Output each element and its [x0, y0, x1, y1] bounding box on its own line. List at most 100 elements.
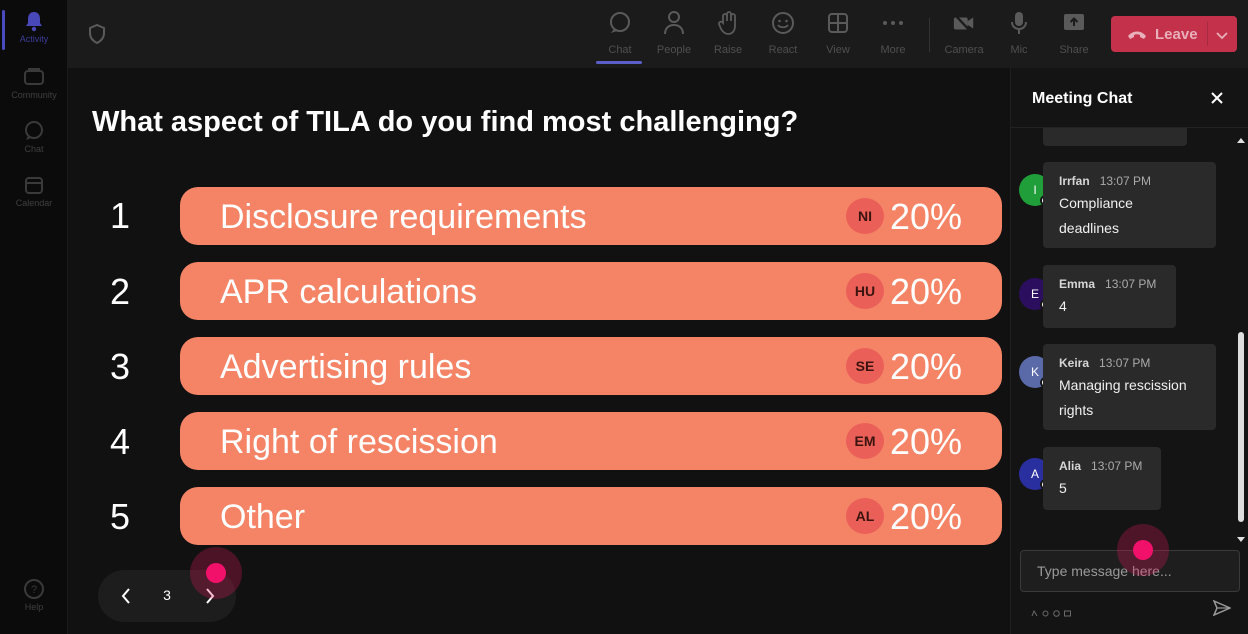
rail-item-activity[interactable]: Activity [0, 4, 68, 56]
pointer-indicator [1117, 524, 1169, 576]
scrollbar-thumb[interactable] [1238, 332, 1244, 522]
gif-icon[interactable] [1064, 604, 1071, 617]
option-label: Disclosure requirements [220, 198, 587, 236]
send-icon[interactable] [1212, 599, 1232, 617]
avatar: AL [846, 498, 884, 534]
react-icon [771, 10, 795, 36]
svg-text:?: ? [31, 584, 37, 596]
option-number: 2 [109, 271, 131, 312]
poll-option-2[interactable]: APR calculations HU 20% [180, 262, 1002, 320]
message-text: Compliance [1059, 195, 1133, 211]
message-author: Alia [1059, 459, 1082, 473]
toolbar-camera-button[interactable]: Camera [938, 10, 990, 62]
avatar-initial: A [1030, 467, 1039, 481]
message-text: 5 [1059, 480, 1067, 496]
message-time: 13:07 PM [1105, 277, 1157, 291]
poll-option-1[interactable]: Disclosure requirements NI 20% [180, 187, 1002, 245]
mic-icon [1007, 10, 1031, 36]
chevron-down-icon[interactable] [1215, 28, 1229, 40]
toolbar-label: People [656, 44, 692, 56]
toolbar-label: Chat [608, 44, 632, 56]
poll-option-3[interactable]: Advertising rules SE 20% [180, 337, 1002, 395]
page-number: 3 [163, 587, 171, 603]
rail-item-chat[interactable]: Chat [0, 114, 68, 166]
avatar: NI [846, 198, 884, 234]
rail-label: Activity [19, 34, 49, 44]
option-label: Right of rescission [220, 423, 498, 461]
message-time: 13:07 PM [1091, 459, 1143, 473]
chat-scrollbar[interactable] [1235, 128, 1247, 542]
view-icon [826, 10, 850, 36]
message-time: 13:07 PM [1099, 174, 1152, 188]
message-author: Keira [1059, 356, 1090, 370]
rail-label: Community [11, 90, 57, 100]
message-input[interactable] [1020, 550, 1240, 592]
rail-item-help[interactable]: ? Help [0, 572, 68, 624]
close-icon[interactable] [1209, 90, 1225, 106]
toolbar-chat-button[interactable]: Chat [594, 10, 646, 64]
toolbar-separator [929, 18, 930, 52]
pointer-indicator [190, 547, 242, 599]
option-percent: 20% [890, 196, 963, 237]
format-icon[interactable] [1031, 604, 1038, 617]
option-percent: 20% [890, 346, 963, 387]
chat-message: Emma 13:07 PM 4 [1043, 265, 1176, 328]
compose-toolbar [1031, 604, 1071, 617]
option-number: 3 [109, 346, 131, 387]
avatar-initial: E [1030, 287, 1039, 301]
toolbar-label: View [826, 44, 850, 56]
message-text: 4 [1059, 298, 1067, 314]
option-percent: 20% [890, 496, 963, 537]
avatar: EM [846, 423, 884, 459]
poll-question: What aspect of TILA do you find most cha… [92, 106, 799, 138]
toolbar-more-button[interactable]: More [867, 10, 919, 62]
calendar-icon [23, 174, 45, 196]
toolbar-people-button[interactable]: People [648, 10, 700, 62]
message-text: Managing rescission [1059, 377, 1187, 393]
presentation-stage: What aspect of TILA do you find most cha… [68, 68, 1010, 634]
leave-button[interactable]: Leave [1111, 16, 1237, 52]
community-icon [23, 66, 45, 88]
toolbar-label: More [880, 44, 906, 56]
more-icon [881, 10, 905, 36]
chat-title: Meeting Chat [1032, 90, 1133, 107]
toolbar-label: Mic [1010, 44, 1028, 56]
chat-message-partial [1043, 128, 1187, 146]
chevron-right-icon[interactable] [200, 586, 220, 606]
bell-icon [23, 10, 45, 32]
message-text: rights [1059, 402, 1094, 418]
leave-label: Leave [1155, 25, 1198, 43]
attach-icon[interactable] [1042, 604, 1049, 617]
help-icon: ? [23, 578, 45, 600]
rail-label: Calendar [15, 198, 53, 208]
chat-message: Alia 13:07 PM 5 [1043, 447, 1161, 510]
meeting-chat-panel: Meeting Chat I Irrfan 13:07 PM Compliance… [1010, 68, 1248, 634]
option-number: 1 [109, 195, 131, 236]
share-icon [1062, 10, 1086, 36]
shield-icon [88, 23, 106, 45]
message-author: Emma [1059, 277, 1096, 291]
toolbar-view-button[interactable]: View [812, 10, 864, 62]
chevron-left-icon[interactable] [116, 586, 136, 606]
toolbar-share-button[interactable]: Share [1048, 10, 1100, 62]
scroll-down-icon[interactable] [1237, 530, 1245, 542]
rail-item-calendar[interactable]: Calendar [0, 168, 68, 220]
scroll-up-icon[interactable] [1237, 132, 1245, 143]
people-icon [662, 10, 686, 36]
option-percent: 20% [890, 271, 963, 312]
poll-option-4[interactable]: Right of rescission EM 20% [180, 412, 1002, 470]
leave-divider [1207, 22, 1208, 46]
toolbar-label: Raise [713, 44, 743, 56]
poll-option-5[interactable]: Other AL 20% [180, 487, 1002, 545]
rail-item-community[interactable]: Community [0, 60, 68, 112]
toolbar-react-button[interactable]: React [757, 10, 809, 62]
option-number: 4 [109, 421, 131, 462]
app-rail: Activity Community Chat Calendar ? Help [0, 0, 68, 634]
toolbar-mic-button[interactable]: Mic [993, 10, 1045, 62]
option-label: Advertising rules [220, 348, 472, 386]
option-percent: 20% [890, 421, 963, 462]
toolbar-raise-button[interactable]: Raise [702, 10, 754, 62]
emoji-icon[interactable] [1053, 604, 1060, 617]
chat-header: Meeting Chat [1011, 68, 1248, 128]
message-author: Irrfan [1059, 174, 1090, 188]
